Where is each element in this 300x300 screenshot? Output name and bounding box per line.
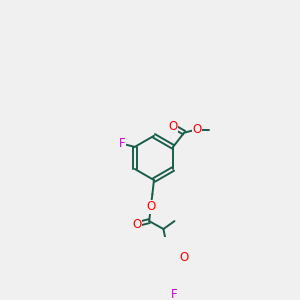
Text: F: F [119, 137, 125, 150]
Text: O: O [146, 200, 155, 213]
Text: O: O [179, 251, 189, 264]
Text: O: O [169, 120, 178, 133]
Text: O: O [132, 218, 141, 231]
Text: F: F [171, 288, 177, 300]
Text: O: O [192, 123, 201, 136]
